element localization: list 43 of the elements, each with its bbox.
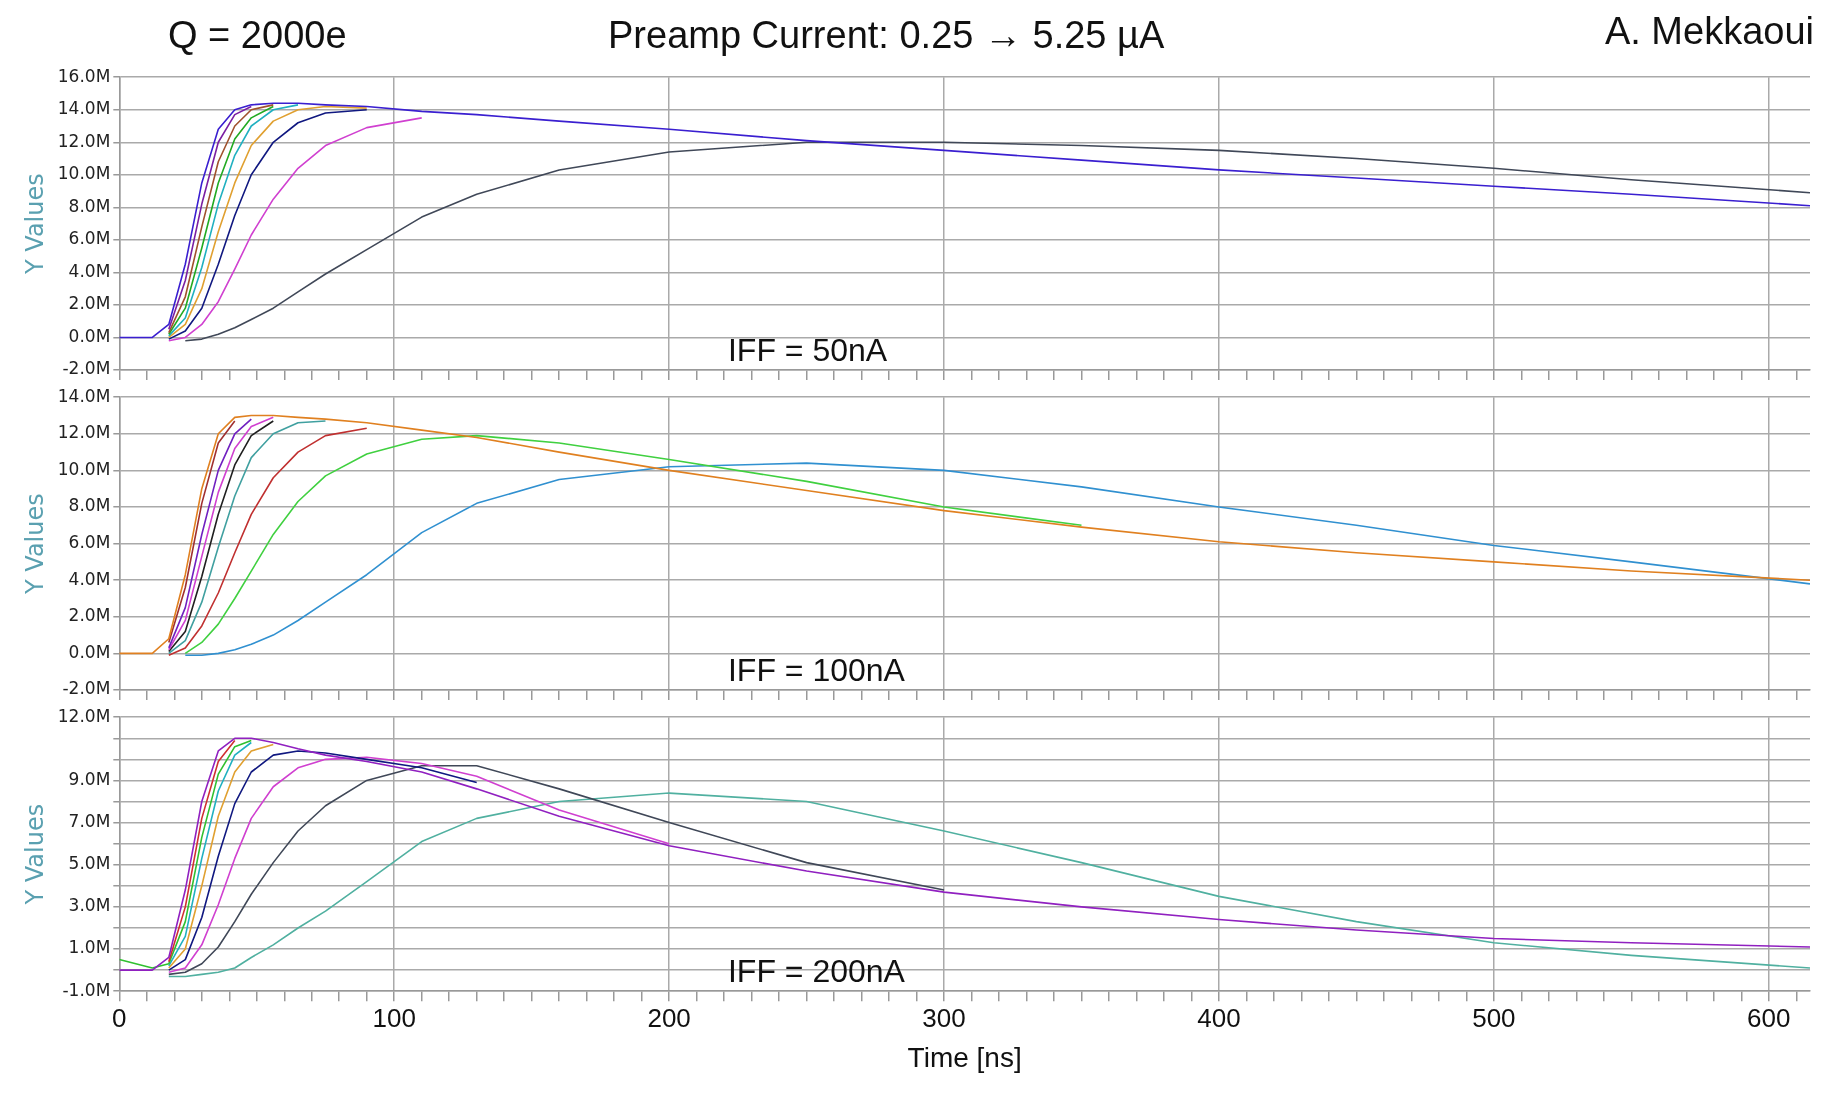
x-tick-label: 500 xyxy=(1472,1002,1516,1033)
y-tick-label: 16.0M xyxy=(57,65,111,86)
y-tick-label: 0.0M xyxy=(68,325,111,346)
y-tick-label: 2.0M xyxy=(68,293,111,314)
y-tick-label: 14.0M xyxy=(57,98,111,119)
annotation: IFF = 100nA xyxy=(727,651,906,688)
y-tick-label: 7.0M xyxy=(68,811,111,832)
y-axis-title: Y Values xyxy=(20,803,49,906)
annotation: IFF = 200nA xyxy=(727,953,906,990)
y-tick-label: 6.0M xyxy=(68,532,111,553)
text: A. Mekkaoui xyxy=(1604,10,1814,53)
y-tick-label: 14.0M xyxy=(57,385,111,406)
y-tick-label: 3.0M xyxy=(68,895,111,916)
x-tick-label: 400 xyxy=(1197,1002,1241,1033)
x-axis-title: Time [ns] xyxy=(907,1041,1022,1073)
y-tick-label: 12.0M xyxy=(57,422,111,443)
y-tick-label: 9.0M xyxy=(68,768,111,789)
x-tick-label: 100 xyxy=(372,1002,416,1033)
y-tick-label: -1.0M xyxy=(62,979,111,1000)
y-tick-label: 10.0M xyxy=(57,458,111,479)
y-tick-label: 4.0M xyxy=(68,568,111,589)
y-tick-label: 4.0M xyxy=(68,260,111,281)
chart-subtitle: Q = 2000e xyxy=(168,14,347,57)
x-tick-label: 200 xyxy=(647,1002,691,1033)
y-tick-label: 6.0M xyxy=(68,228,111,249)
x-tick-label: 600 xyxy=(1747,1002,1791,1033)
y-tick-label: -2.0M xyxy=(62,678,111,699)
y-tick-label: 12.0M xyxy=(57,705,111,726)
y-axis-title: Y Values xyxy=(20,173,49,275)
y-tick-label: 0.0M xyxy=(68,641,111,662)
y-tick-label: 5.0M xyxy=(68,853,111,874)
y-tick-label: 10.0M xyxy=(57,163,111,184)
y-tick-label: -2.0M xyxy=(62,358,111,379)
y-tick-label: 2.0M xyxy=(68,605,111,626)
y-tick-label: 8.0M xyxy=(68,495,111,516)
x-tick-label: 0 xyxy=(112,1002,127,1033)
y-tick-label: 12.0M xyxy=(57,130,111,151)
y-tick-label: 8.0M xyxy=(68,195,111,216)
y-axis-title: Y Values xyxy=(20,493,49,595)
annotation: IFF = 50nA xyxy=(727,331,888,368)
y-tick-label: 1.0M xyxy=(68,937,111,958)
x-tick-label: 300 xyxy=(922,1002,966,1033)
chart-title: Preamp Current: 0.25 → 5.25 µA xyxy=(608,14,1165,57)
